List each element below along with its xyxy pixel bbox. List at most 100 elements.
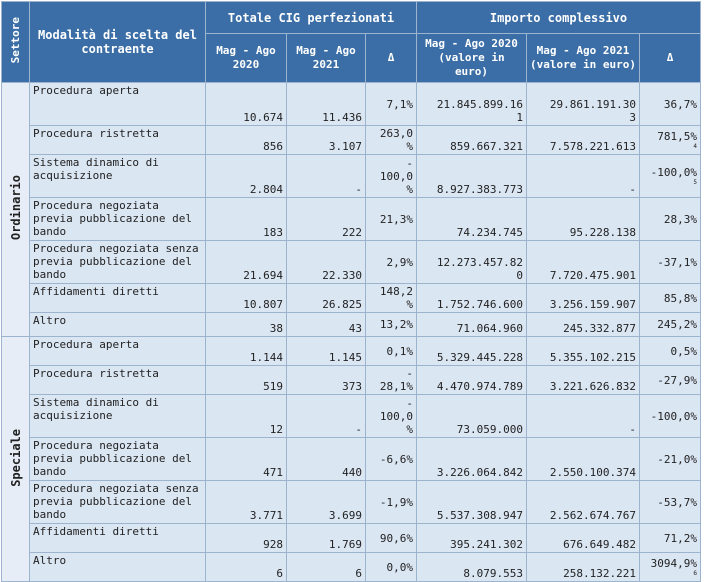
table-row: Procedura ristretta 856 3.107 263,0 % 859.66… (2, 125, 701, 155)
importo-2020-cell: 859.667.321 (416, 125, 527, 155)
cig-delta-cell: 2,9% (365, 240, 417, 284)
table-row: Procedura negoziata senza previa pubblic… (2, 240, 701, 284)
importo-2020-cell: 8.927.383.773 (416, 154, 527, 198)
cig-2020-header: Mag - Ago 2020 (205, 33, 287, 83)
cig-2021-header: Mag - Ago 2021 (286, 33, 366, 83)
cig-delta-cell: 0,1% (365, 336, 417, 366)
cig-2020-cell: 183 (205, 197, 287, 241)
table-row: Sistema dinamico di acquisizione 2.804- - … (2, 154, 701, 198)
cig-delta-cell: - 100,0 % (365, 154, 417, 198)
cig-2020-cell: 519 (205, 365, 287, 395)
importo-delta-cell: -37,1% (639, 240, 701, 284)
cig-2021-cell: 3.699 (286, 480, 366, 524)
importo-delta-cell: 71,2% (639, 523, 701, 553)
modalita-cell: Procedura negoziata previa pubblicazione… (29, 197, 206, 241)
cig-2020-cell: 471 (205, 437, 287, 481)
table-row: Procedura negoziata senza previa pubblic… (2, 480, 701, 524)
cig-2020-cell: 3.771 (205, 480, 287, 524)
cig-delta-cell: 90,6% (365, 523, 417, 553)
importo-delta-cell: -53,7% (639, 480, 701, 524)
table-row: Ordinario Procedura aperta 10.674 11.436 7,1… (1, 82, 701, 337)
sector-label: Ordinario (1, 82, 30, 337)
modalita-cell: Altro (29, 552, 206, 582)
cig-2020-cell: 2.804 (205, 154, 287, 198)
importo-delta-cell: 245,2% (639, 312, 701, 337)
table-row: Affidamenti diretti 10.807 26.825 148,2 % 1.… (2, 283, 701, 313)
cig-delta-cell: 13,2% (365, 312, 417, 337)
settore-header: Settore (1, 1, 30, 83)
importo-2021-cell: 3.221.626.832 (526, 365, 640, 395)
cig-2020-cell: 856 (205, 125, 287, 155)
table-row: Procedura ristretta 519 373- 28,1% 4.470.97… (2, 365, 701, 395)
importo-2020-cell: 73.059.000 (416, 394, 527, 438)
footnote-ref: 5 (693, 179, 697, 186)
cig-2021-cell: - (286, 154, 366, 198)
importo-2020-cell: 395.241.302 (416, 523, 527, 553)
table-row: Altro 6 6 0,0% 8.079.553 258.132.221 3094,9% 6 (2, 552, 701, 582)
cig-2020-cell: 38 (205, 312, 287, 337)
cig-delta-cell: -1,9% (365, 480, 417, 524)
importo-2021-cell: - (526, 394, 640, 438)
importo-delta-cell: -27,9% (639, 365, 701, 395)
importo-2020-cell: 74.234.745 (416, 197, 527, 241)
importo-2021-cell: - (526, 154, 640, 198)
importo-delta-cell: -100,0% (639, 394, 701, 438)
importo-delta-cell: 3094,9% 6 (639, 552, 701, 582)
table-row: Sistema dinamico di acquisizione 12- - 100… (2, 394, 701, 438)
table-row: Altro 38 43 13,2% 71.064.960 245.332.877 245,2… (2, 312, 701, 337)
importo-delta-cell: 781,5% 4 (639, 125, 701, 155)
cig-2020-cell: 928 (205, 523, 287, 553)
cig-2021-cell: 1.145 (286, 336, 366, 366)
footnote-ref: 6 (693, 570, 697, 577)
modalita-cell: Procedura negoziata senza previa pubblic… (29, 240, 206, 284)
cig-2020-cell: 10.674 (205, 82, 287, 126)
cig-delta-cell: -6,6% (365, 437, 417, 481)
importo-2020-cell: 21.845.899.16 1 (416, 82, 527, 126)
cig-2021-cell: 3.107 (286, 125, 366, 155)
modalita-header: Modalità di scelta del contraente (29, 1, 206, 83)
cig-2020-cell: 6 (205, 552, 287, 582)
importo-2021-cell: 245.332.877 (526, 312, 640, 337)
cig-delta-header: Δ (365, 33, 417, 83)
cig-delta-cell: - 100,0 % (365, 394, 417, 438)
importo-2021-header: Mag - Ago 2021 (valore in euro) (526, 33, 640, 83)
importo-2020-cell: 5.329.445.228 (416, 336, 527, 366)
importo-2020-cell: 3.226.064.842 (416, 437, 527, 481)
importo-2020-cell: 4.470.974.789 (416, 365, 527, 395)
cig-delta-cell: 21,3% (365, 197, 417, 241)
importo-delta-header: Δ (639, 33, 701, 83)
modalita-cell: Affidamenti diretti (29, 283, 206, 313)
table-row: Affidamenti diretti 928 1.769 90,6% 395.241.… (2, 523, 701, 553)
sector-label: Speciale (1, 336, 30, 582)
modalita-cell: Procedura aperta (29, 82, 206, 126)
modalita-cell: Sistema dinamico di acquisizione (29, 394, 206, 438)
importo-2021-cell: 3.256.159.907 (526, 283, 640, 313)
importo-2020-cell: 1.752.746.600 (416, 283, 527, 313)
importo-2020-cell: 71.064.960 (416, 312, 527, 337)
modalita-cell: Altro (29, 312, 206, 337)
cig-delta-cell: 0,0% (365, 552, 417, 582)
importo-delta-cell: -21,0% (639, 437, 701, 481)
cig-2021-cell: 11.436 (286, 82, 366, 126)
cig-2021-cell: 22.330 (286, 240, 366, 284)
importo-2021-cell: 29.861.191.30 3 (526, 82, 640, 126)
importo-2020-cell: 12.273.457.82 0 (416, 240, 527, 284)
importo-delta-cell: -100,0% 5 (639, 154, 701, 198)
table-row: Speciale Procedura aperta 1.144 1.145 0,1% 5.… (1, 336, 701, 582)
cig-2021-cell: 373 (286, 365, 366, 395)
modalita-cell: Procedura negoziata previa pubblicazione… (29, 437, 206, 481)
cig-2021-cell: 6 (286, 552, 366, 582)
importo-delta-cell: 36,7% (639, 82, 701, 126)
cig-2021-cell: 440 (286, 437, 366, 481)
cig-2020-cell: 21.694 (205, 240, 287, 284)
importo-delta-cell: 28,3% (639, 197, 701, 241)
cig-2020-cell: 10.807 (205, 283, 287, 313)
modalita-cell: Affidamenti diretti (29, 523, 206, 553)
importo-2021-cell: 2.550.100.374 (526, 437, 640, 481)
importo-2021-cell: 676.649.482 (526, 523, 640, 553)
modalita-cell: Procedura negoziata senza previa pubblic… (29, 480, 206, 524)
cig-2020-cell: 1.144 (205, 336, 287, 366)
cig-2021-cell: 222 (286, 197, 366, 241)
modalita-cell: Procedura ristretta (29, 365, 206, 395)
